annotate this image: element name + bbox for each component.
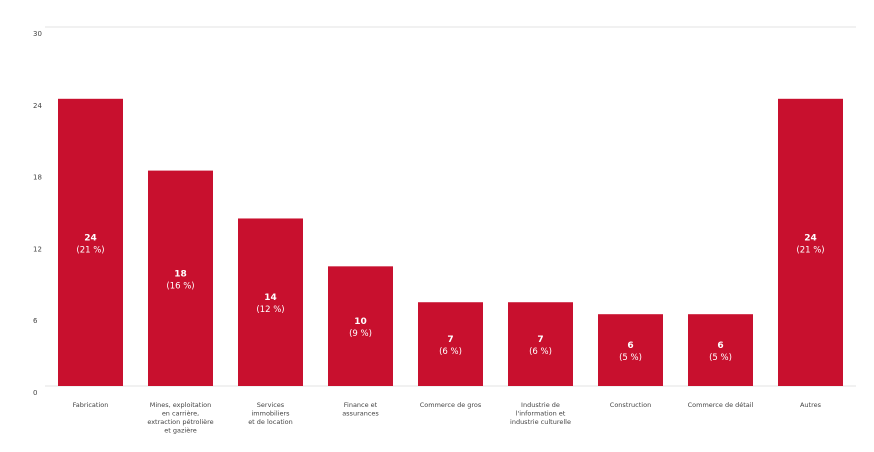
bar-value-label: 6 xyxy=(627,341,633,351)
bar-value-label: 10 xyxy=(354,317,367,327)
bar xyxy=(238,218,303,386)
bar-percent-label: (12 %) xyxy=(256,305,284,315)
bar-percent-label: (5 %) xyxy=(709,353,732,363)
y-tick-label: 0 xyxy=(33,389,37,397)
bar xyxy=(778,98,843,387)
bar-value-label: 7 xyxy=(447,335,453,345)
y-tick-label: 12 xyxy=(33,245,42,253)
x-category-label: Commerce de gros xyxy=(420,401,482,409)
x-category-label: Autres xyxy=(800,401,822,409)
bar-percent-label: (6 %) xyxy=(529,347,552,357)
bar-percent-label: (6 %) xyxy=(439,347,462,357)
bar xyxy=(508,302,573,386)
x-category-label: Mines, exploitation en carrière, extractio… xyxy=(147,401,213,435)
bar xyxy=(598,314,663,386)
bar-percent-label: (9 %) xyxy=(349,329,372,339)
bar-value-label: 24 xyxy=(804,233,817,243)
bar xyxy=(328,266,393,386)
bar xyxy=(688,314,753,386)
x-category-label: Construction xyxy=(610,401,651,409)
x-axis-categories: Fabrication Mines, exploitation en carrièr… xyxy=(73,401,822,435)
bar xyxy=(58,98,123,387)
bar xyxy=(418,302,483,386)
bar-value-label: 7 xyxy=(537,335,543,345)
bar-value-label: 24 xyxy=(84,233,97,243)
bar-percent-label: (21 %) xyxy=(796,245,824,255)
y-axis: 0 6 12 18 24 30 xyxy=(33,30,42,397)
bar-labels: 24 (21 %) 18 (16 %) 14 (12 %) 10 (9 %) 7 (6 %) 7 (6… xyxy=(76,233,824,363)
bar-value-label: 14 xyxy=(264,293,277,303)
x-category-label: Commerce de détail xyxy=(688,401,754,409)
y-tick-label: 6 xyxy=(33,317,38,325)
bar-percent-label: (21 %) xyxy=(76,245,104,255)
y-tick-label: 24 xyxy=(33,102,42,110)
x-category-label: Services immobiliers et de location xyxy=(248,401,293,426)
bar-percent-label: (5 %) xyxy=(619,353,642,363)
x-category-label: Industrie de l'information et industrie cu… xyxy=(510,401,571,426)
bar-value-label: 6 xyxy=(717,341,723,351)
bar xyxy=(148,170,213,386)
bar-percent-label: (16 %) xyxy=(166,281,194,291)
x-category-label: Finance et assurances xyxy=(342,401,379,418)
x-category-label: Fabrication xyxy=(73,401,109,409)
bars xyxy=(58,98,843,387)
bar-value-label: 18 xyxy=(174,269,187,279)
y-tick-label: 18 xyxy=(33,174,42,182)
y-tick-label: 30 xyxy=(33,30,42,38)
